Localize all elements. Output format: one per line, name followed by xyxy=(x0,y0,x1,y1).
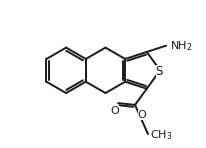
Text: S: S xyxy=(155,65,162,78)
Text: O: O xyxy=(137,110,146,120)
Text: NH$_2$: NH$_2$ xyxy=(169,39,192,53)
Text: O: O xyxy=(110,106,119,116)
Text: CH$_3$: CH$_3$ xyxy=(150,128,172,142)
